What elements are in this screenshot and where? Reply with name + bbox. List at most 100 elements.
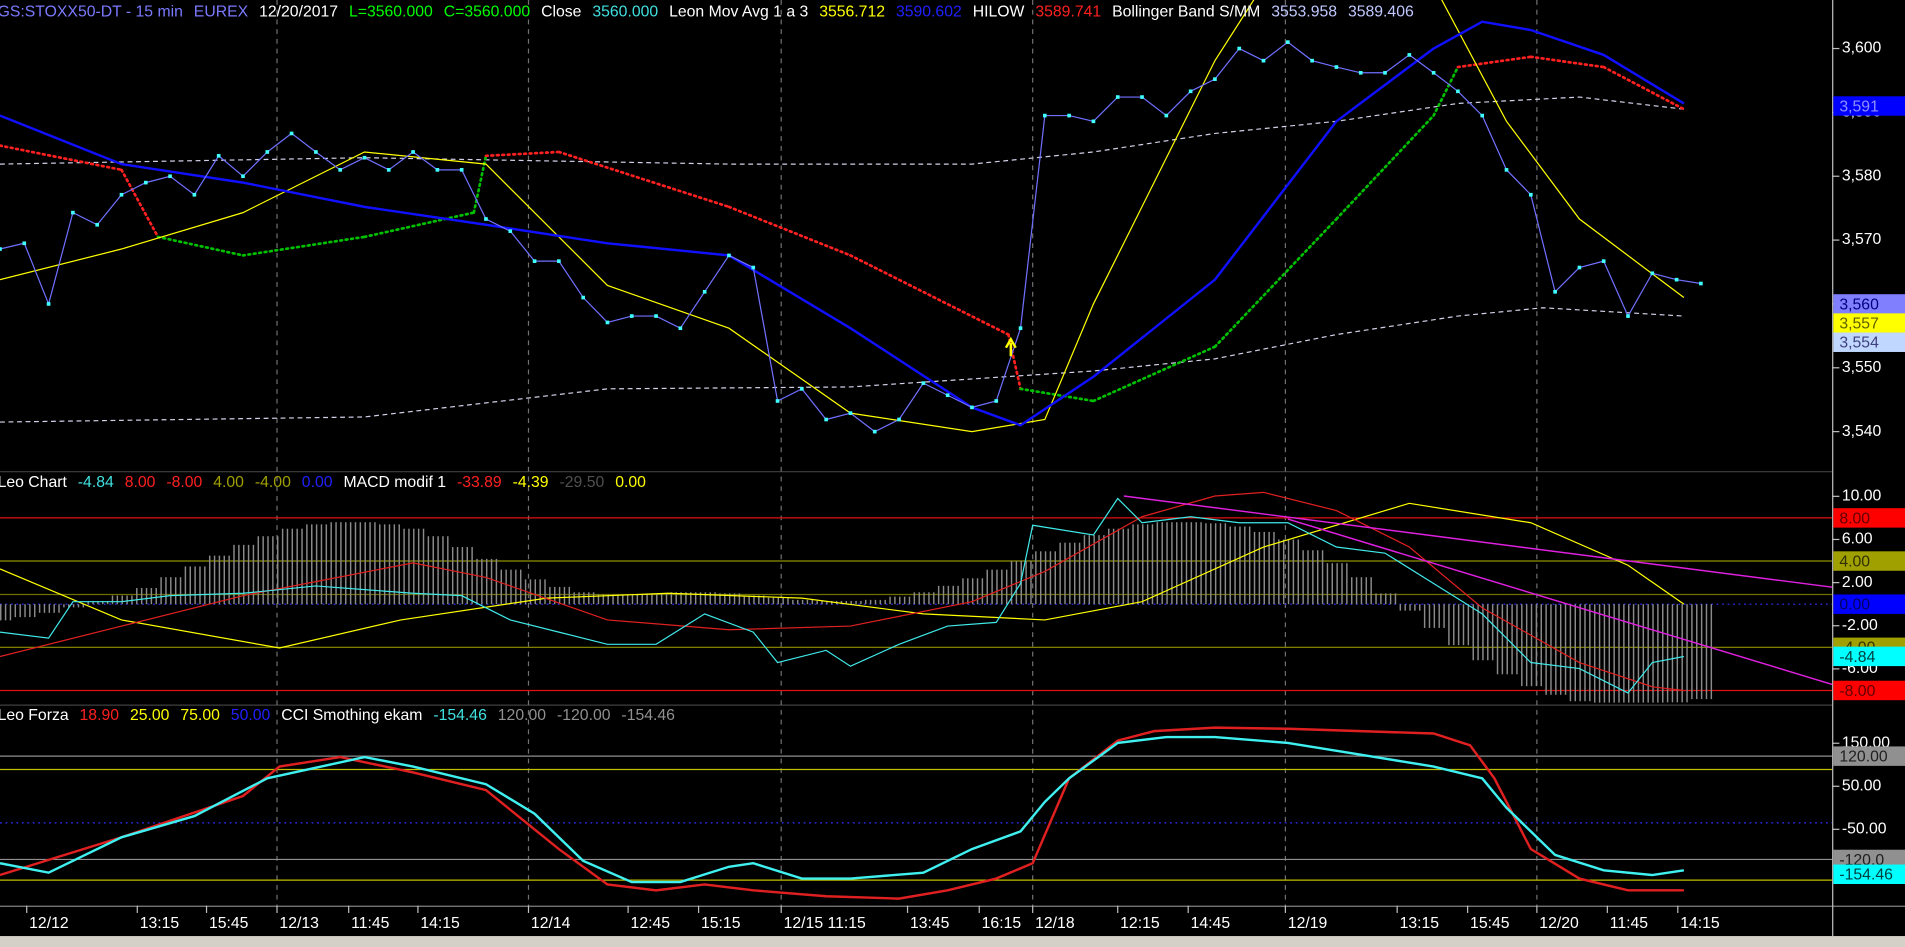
- price-marker-label: 0.00: [1839, 597, 1870, 614]
- price-marker: [1833, 332, 1905, 352]
- legend-item: Leon Mov Avg 1 a 3: [669, 3, 808, 20]
- price-point: [192, 192, 197, 197]
- legend-item: -4.84: [78, 474, 114, 491]
- price-point: [1577, 265, 1582, 270]
- legend-item: 3556.712: [819, 3, 885, 20]
- histogram-bar: [1445, 604, 1471, 646]
- price-point: [1115, 95, 1120, 99]
- x-tick-label: 13:45: [910, 915, 950, 932]
- legend-item: L=3560.000: [349, 3, 433, 20]
- price-point: [654, 314, 658, 318]
- histogram-bar: [1421, 604, 1446, 628]
- price-point: [897, 417, 901, 422]
- histogram-bar: [546, 586, 572, 605]
- y-tick-label: 50.00: [1842, 777, 1882, 794]
- indicator-segment: [727, 205, 852, 257]
- price-point: [1018, 326, 1023, 331]
- price-point: [216, 153, 221, 158]
- legend-item: 75.00: [180, 707, 220, 724]
- histogram-bar: [692, 592, 717, 605]
- axes: 3,5403,5503,5603,5703,5803,5903,6003,591…: [0, 3, 1905, 932]
- histogram-bar: [1397, 604, 1422, 611]
- price-marker: [1833, 508, 1905, 528]
- x-tick-label: 12/14: [531, 915, 571, 932]
- histogram-bar: [1324, 563, 1349, 605]
- legend-item: Leo Chart: [0, 474, 67, 491]
- histogram-bar: [157, 577, 183, 605]
- y-tick-label: 2.00: [1842, 574, 1873, 591]
- histogram-bar: [619, 594, 644, 605]
- price-point: [71, 210, 75, 215]
- legend-item: -4.39: [513, 474, 549, 491]
- histogram-bar: [1251, 531, 1276, 605]
- histogram-bar: [498, 569, 523, 605]
- price-point: [800, 387, 804, 391]
- price-point: [629, 314, 634, 318]
- price-point: [46, 302, 51, 306]
- histogram-bar: [303, 524, 329, 605]
- histogram-bar: [959, 578, 985, 605]
- histogram-bar: [1129, 524, 1155, 605]
- trend-line: [1123, 495, 1833, 588]
- price-point: [1431, 70, 1436, 75]
- histogram-bar: [1688, 604, 1714, 700]
- y-tick-label: 3,600: [1842, 40, 1882, 57]
- x-tick-label: 14:15: [420, 915, 460, 932]
- indicator-segment: [484, 150, 561, 158]
- legend-item: 120.00: [498, 707, 546, 724]
- indicator-line: [0, 497, 1684, 694]
- price-marker-label: 120.00: [1839, 749, 1887, 766]
- x-tick-label: 12/13: [279, 915, 319, 932]
- histogram-bar: [352, 522, 377, 605]
- price-marker-label: 3,557: [1839, 315, 1878, 332]
- histogram-bar: [984, 569, 1009, 605]
- histogram-bar: [328, 522, 353, 605]
- histogram-bar: [1494, 604, 1519, 675]
- x-tick-label: 16:15: [982, 915, 1022, 932]
- histogram-bar: [935, 585, 960, 605]
- indicator-line: [0, 0, 1685, 433]
- indicator-segment: [1213, 217, 1338, 349]
- histogram-bar: [1372, 593, 1398, 605]
- legend-item: 12/20/2017: [259, 3, 338, 20]
- x-tick-label: 12:15: [1120, 915, 1160, 932]
- histogram-bar: [595, 594, 620, 605]
- legend-item: -4.00: [255, 474, 291, 491]
- price-point: [1528, 192, 1533, 197]
- x-tick-label: 11:45: [351, 915, 390, 932]
- price-point: [1601, 259, 1606, 263]
- price-point: [1553, 289, 1557, 294]
- price-point: [1188, 89, 1193, 94]
- price-marker: [1833, 551, 1905, 571]
- price-marker-label: -154.46: [1839, 867, 1893, 884]
- legend-item: 18.90: [80, 707, 120, 724]
- indicator-line: [0, 20, 1685, 427]
- price-point: [1626, 314, 1630, 318]
- macd-pane: [0, 491, 1833, 703]
- histogram-bar: [279, 528, 304, 605]
- histogram-bar: [60, 604, 86, 608]
- price-marker-label: 4.00: [1839, 553, 1870, 570]
- price-point: [994, 399, 999, 403]
- price-point: [0, 247, 2, 251]
- legend-item: 3590.602: [896, 3, 962, 20]
- price-point: [143, 180, 148, 185]
- histogram-bar: [1105, 528, 1130, 605]
- cci-pane: [0, 726, 1833, 900]
- histogram-bar: [109, 595, 134, 605]
- histogram-bar: [765, 597, 790, 605]
- histogram-bar: [1640, 604, 1665, 703]
- histogram-bar: [1056, 542, 1082, 605]
- price-point: [775, 399, 780, 403]
- price-point: [1261, 58, 1266, 63]
- histogram-bar: [12, 604, 37, 618]
- y-tick-label: -2.00: [1842, 617, 1878, 634]
- price-point: [1310, 58, 1314, 63]
- histogram-bar: [1518, 604, 1543, 687]
- x-tick-label: 12/19: [1288, 915, 1328, 932]
- price-point: [241, 174, 245, 179]
- price-point: [95, 222, 100, 227]
- price-point: [411, 150, 415, 154]
